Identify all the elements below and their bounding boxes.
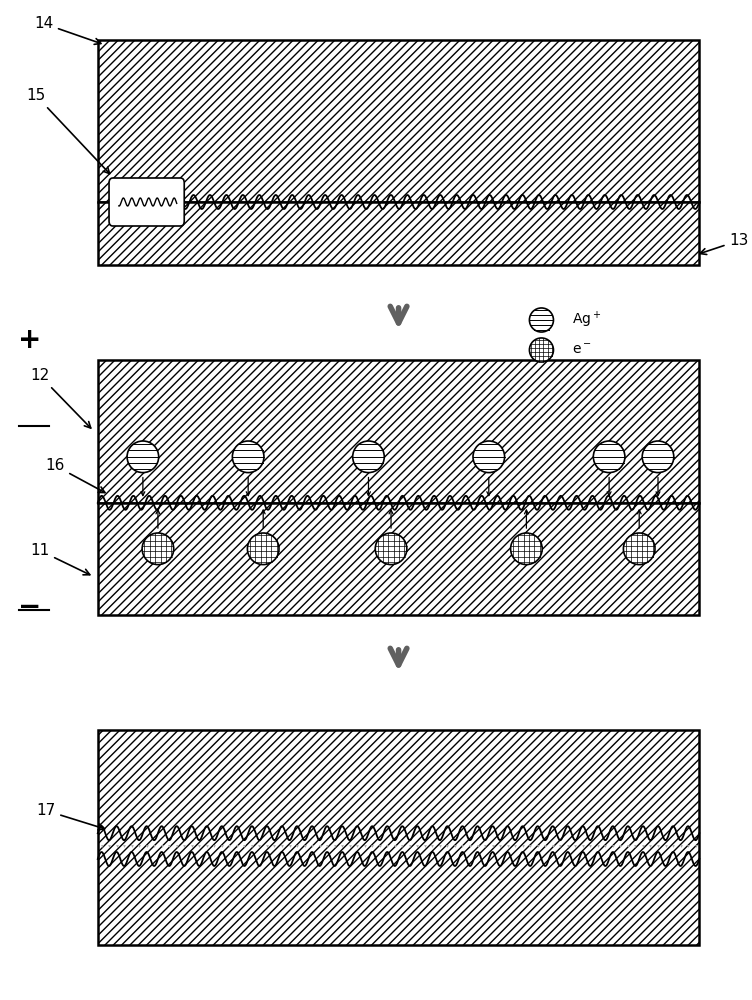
Ellipse shape (593, 441, 625, 473)
Text: e$^-$: e$^-$ (572, 343, 592, 357)
Ellipse shape (353, 441, 384, 473)
Ellipse shape (511, 533, 542, 565)
Text: 13: 13 (700, 233, 749, 255)
Text: 15: 15 (26, 88, 110, 174)
Text: +: + (18, 326, 42, 354)
Ellipse shape (623, 533, 655, 565)
Text: 14: 14 (34, 16, 101, 44)
Text: 17: 17 (36, 803, 105, 830)
Text: Ag$^+$: Ag$^+$ (572, 310, 602, 330)
Ellipse shape (529, 338, 553, 362)
Text: 11: 11 (30, 543, 89, 575)
Bar (98, 503, 699, 615)
Ellipse shape (142, 533, 174, 565)
Ellipse shape (375, 533, 407, 565)
Bar (98, 730, 699, 945)
Bar (98, 202, 699, 265)
Ellipse shape (529, 308, 553, 332)
Ellipse shape (642, 441, 674, 473)
Ellipse shape (473, 441, 505, 473)
FancyBboxPatch shape (109, 178, 184, 226)
Ellipse shape (127, 441, 159, 473)
Text: −: − (19, 593, 41, 621)
Text: 12: 12 (30, 368, 91, 428)
Ellipse shape (247, 533, 279, 565)
Ellipse shape (232, 441, 264, 473)
Text: 16: 16 (45, 458, 105, 493)
Bar (98, 360, 699, 503)
Bar (98, 40, 699, 202)
